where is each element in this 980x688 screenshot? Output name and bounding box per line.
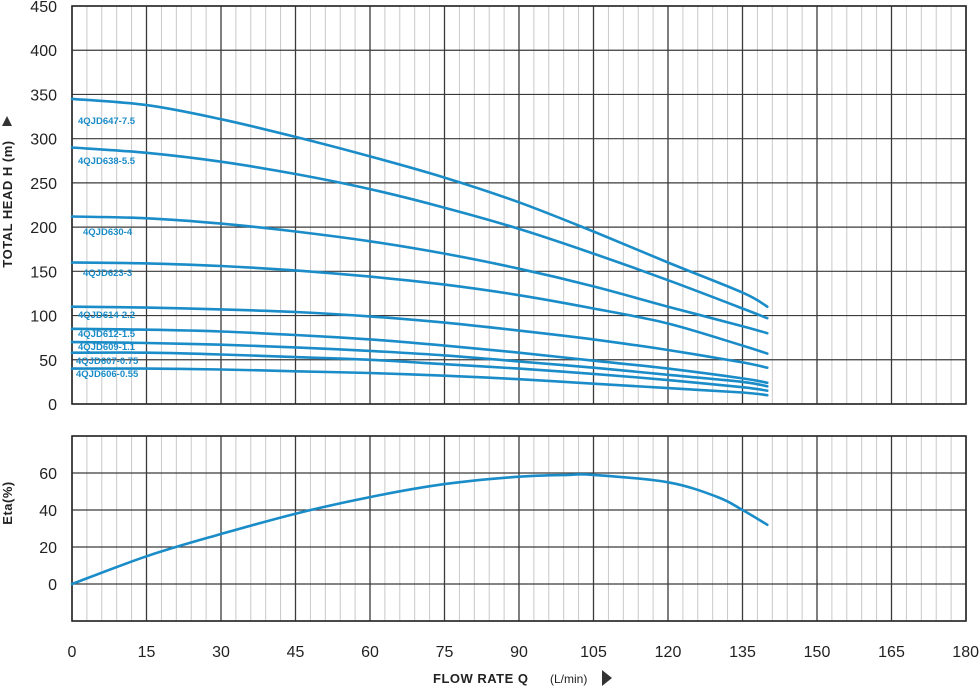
x-tick-label: 180 [952, 644, 979, 661]
head-curve-4QJD623-3 [70, 261, 769, 355]
eta-curve [70, 472, 769, 586]
curve-label: 4QJD647-7.5 [78, 116, 136, 127]
grid [71, 5, 967, 622]
head-curve-4QJD614-2.2 [70, 305, 769, 369]
x-tick-label: 0 [68, 644, 77, 661]
y-tick-label-head: 450 [30, 0, 57, 16]
x-axis-title: FLOW RATE Q [433, 671, 529, 686]
y-tick-label-eta: 20 [39, 540, 57, 557]
y-tick-label-eta: 0 [48, 577, 57, 594]
y-tick-label-head: 0 [48, 397, 57, 414]
head-curve-4QJD647-7.5 [70, 97, 769, 308]
x-axis-unit: (L/min) [550, 672, 587, 686]
curve-labels: 4QJD647-7.5 4QJD638-5.5 4QJD630-4 4QJD623-3… [76, 116, 139, 380]
x-tick-label: 165 [878, 644, 905, 661]
head-curve-4QJD607-0.75 [70, 351, 769, 392]
y-tick-label-head: 300 [30, 132, 57, 149]
y-axis-title-head: TOTAL HEAD H (m) [0, 140, 15, 267]
y-axis-title-eta: Eta(%) [0, 481, 15, 524]
y-tick-label-eta: 40 [39, 503, 57, 520]
y-tick-label-head: 50 [39, 353, 57, 370]
head-curve-4QJD612-1.5 [70, 327, 769, 385]
x-tick-label: 45 [287, 644, 305, 661]
tick-labels: 0 50 100 150 200 250 300 350 400 450 0 20 40 60 0 15 30 4… [30, 0, 979, 661]
curves [70, 97, 769, 586]
eta-panel-frame [71, 435, 967, 622]
x-tick-label: 120 [655, 644, 682, 661]
curve-label: 4QJD630-4 [83, 227, 133, 238]
curve-label: 4QJD607-0.75 [76, 356, 139, 367]
y-axis-arrow-icon [2, 116, 12, 126]
x-tick-label: 105 [580, 644, 607, 661]
x-tick-label: 90 [510, 644, 528, 661]
y-tick-label-head: 100 [30, 309, 57, 326]
curve-label: 4QJD609-1.1 [78, 342, 136, 353]
head-curve-4QJD630-4 [70, 215, 769, 335]
x-tick-label: 15 [138, 644, 156, 661]
x-tick-label: 30 [212, 644, 230, 661]
y-tick-label-head: 200 [30, 220, 57, 237]
curve-label: 4QJD606-0.55 [76, 369, 139, 380]
x-tick-label: 135 [729, 644, 756, 661]
curve-label: 4QJD638-5.5 [78, 156, 136, 167]
y-tick-label-head: 350 [30, 87, 57, 104]
head-curve-4QJD638-5.5 [70, 146, 769, 320]
x-tick-label: 60 [361, 644, 379, 661]
head-curve-4QJD609-1.1 [70, 340, 769, 388]
y-tick-label-head: 250 [30, 176, 57, 193]
curve-label: 4QJD614-2.2 [78, 310, 135, 321]
curve-label: 4QJD612-1.5 [78, 329, 136, 340]
head-curve-4QJD606-0.55 [70, 367, 769, 397]
y-tick-label-eta: 60 [39, 466, 57, 483]
head-panel-frame [71, 5, 967, 405]
y-tick-label-head: 150 [30, 264, 57, 281]
x-tick-label: 75 [436, 644, 454, 661]
x-axis-arrow-icon [602, 670, 612, 686]
x-tick-label: 150 [804, 644, 831, 661]
curve-label: 4QJD623-3 [83, 268, 132, 279]
y-tick-label-head: 400 [30, 43, 57, 60]
